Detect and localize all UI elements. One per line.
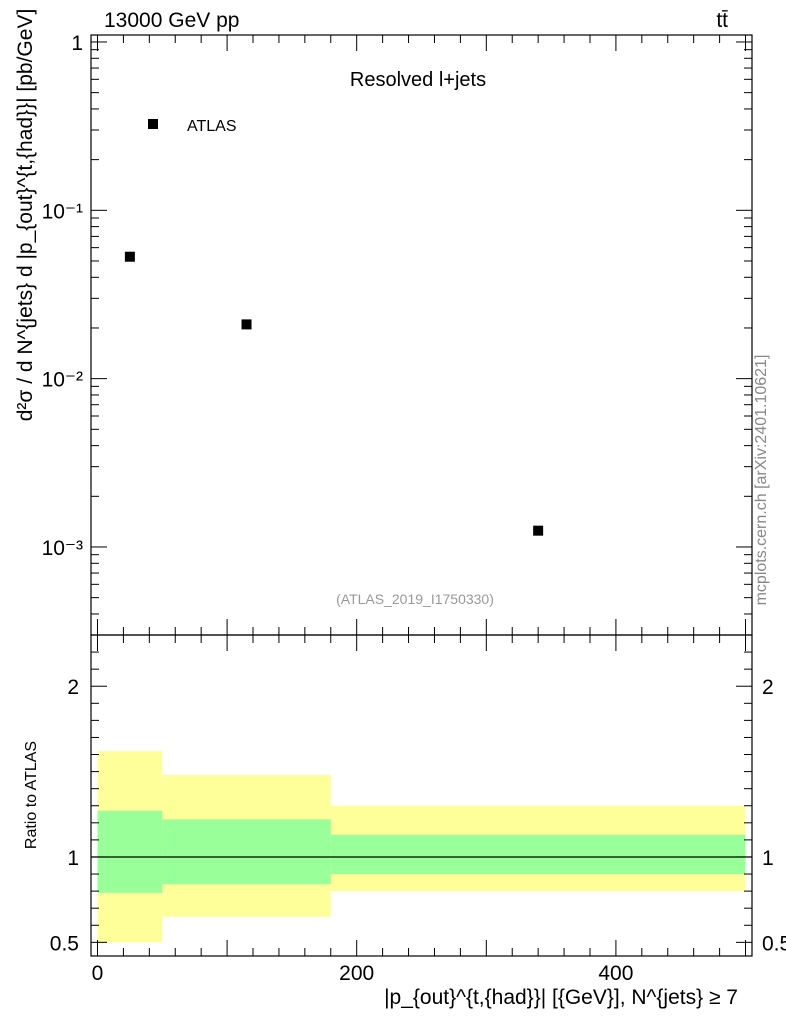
- energy-label: 13000 GeV pp: [104, 9, 239, 32]
- main-x-ticks: [96, 35, 747, 635]
- ratio-y-tick-label-right: 2: [762, 676, 774, 699]
- data-point: [124, 251, 135, 262]
- ratio-panel: 0.5 0.5 1 1 2 2 0 200 400 Ratio to ATLAS |p_{ou…: [23, 634, 786, 1009]
- main-y-tick-label: 10⁻¹: [42, 200, 83, 223]
- ratio-x-tick-label: 400: [598, 962, 633, 985]
- uncertainty-bands: [97, 751, 746, 943]
- ratio-y-tick-label: 2: [67, 676, 79, 699]
- band-inner: [97, 810, 163, 893]
- band-inner: [162, 819, 331, 885]
- main-y-tick-label: 10⁻³: [42, 537, 83, 560]
- ratio-y-tick-label-right: 0.5: [762, 932, 786, 955]
- legend-marker-atlas: [148, 119, 158, 129]
- data-point: [241, 319, 252, 330]
- main-y-axis: 1 10⁻¹ 10⁻² 10⁻³: [42, 32, 752, 636]
- ratio-y-axis: 0.5 0.5 1 1 2 2: [50, 651, 786, 955]
- band-inner: [330, 834, 746, 875]
- data-points: [124, 251, 544, 536]
- ratio-x-axis-label: |p_{out}^{t,{had}}| [{GeV}], N^{jets} ≥ …: [384, 986, 738, 1009]
- ratio-x-tick-label: 0: [92, 962, 104, 985]
- main-y-axis-label: d²σ / d N^{jets} d |p_{out}^{t,{had}}| […: [14, 9, 37, 422]
- side-watermark: mcplots.cern.ch [arXiv:2401.10621]: [753, 355, 770, 606]
- ratio-y-tick-label: 1: [67, 847, 79, 870]
- ratio-y-tick-label: 0.5: [50, 932, 79, 955]
- main-y-tick-label: 10⁻²: [42, 369, 83, 392]
- analysis-id-label: (ATLAS_2019_I1750330): [336, 591, 494, 607]
- main-panel: 1 10⁻¹ 10⁻² 10⁻³ Resolved l+jets ATLAS (ATL…: [14, 9, 753, 636]
- main-panel-title: Resolved l+jets: [350, 69, 486, 91]
- legend-label-atlas: ATLAS: [187, 118, 237, 135]
- ratio-y-tick-label-right: 1: [762, 847, 774, 870]
- data-point: [533, 525, 544, 536]
- main-y-tick-label: 1: [71, 32, 83, 55]
- ratio-plot-frame: [90, 634, 753, 957]
- ratio-x-axis: 0 200 400: [92, 635, 747, 985]
- process-label: tt̄: [716, 9, 728, 32]
- ratio-y-axis-label: Ratio to ATLAS: [23, 741, 40, 849]
- ratio-x-tick-label: 200: [339, 962, 374, 985]
